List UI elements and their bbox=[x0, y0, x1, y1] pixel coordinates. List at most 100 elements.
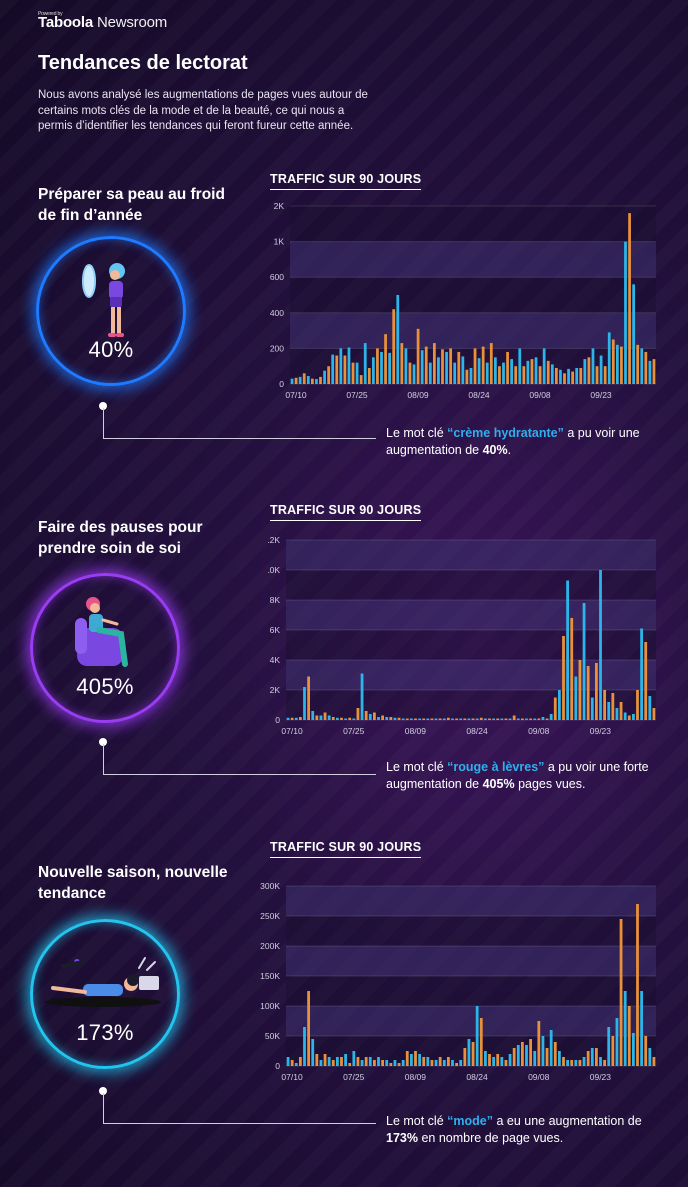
bar bbox=[575, 367, 579, 384]
bar bbox=[562, 1057, 565, 1066]
bar bbox=[615, 344, 619, 384]
bar bbox=[424, 346, 428, 384]
bar bbox=[340, 1057, 343, 1066]
grid-band bbox=[290, 206, 656, 242]
grid-band bbox=[290, 241, 656, 278]
y-tick-label: 300K bbox=[260, 881, 280, 891]
bar bbox=[416, 328, 420, 384]
bar bbox=[479, 717, 483, 720]
bar bbox=[549, 714, 553, 720]
bar bbox=[380, 351, 383, 384]
bar bbox=[508, 1054, 512, 1066]
bar bbox=[640, 348, 644, 384]
bar bbox=[290, 717, 294, 720]
bar bbox=[360, 673, 364, 720]
grid-band bbox=[286, 886, 656, 916]
percent-ring-1: 40% bbox=[36, 236, 186, 386]
x-tick-label: 08/09 bbox=[405, 726, 427, 736]
y-tick-label: 0 bbox=[275, 1061, 280, 1071]
grid-band bbox=[286, 976, 656, 1006]
bar bbox=[579, 367, 583, 384]
x-tick-label: 07/25 bbox=[346, 390, 368, 400]
bar bbox=[574, 676, 578, 720]
bar bbox=[327, 715, 331, 720]
bar bbox=[578, 660, 582, 720]
x-tick-label: 08/24 bbox=[468, 390, 490, 400]
bar bbox=[344, 718, 348, 720]
bar bbox=[586, 666, 590, 720]
bar bbox=[364, 1057, 368, 1066]
y-tick-label: 4K bbox=[270, 655, 281, 665]
grid-band bbox=[290, 348, 656, 384]
bar bbox=[294, 1063, 298, 1066]
bar bbox=[377, 1057, 380, 1066]
y-tick-label: 1K bbox=[274, 237, 285, 247]
bar bbox=[352, 1051, 356, 1066]
chart-1-title: TRAFFIC SUR 90 JOURS bbox=[270, 172, 422, 190]
bar bbox=[652, 359, 656, 384]
connector-dot-1 bbox=[99, 402, 107, 410]
bar bbox=[310, 378, 314, 384]
y-tick-label: 6K bbox=[270, 625, 281, 635]
bar bbox=[442, 718, 446, 720]
bar bbox=[414, 718, 417, 720]
x-tick-label: 08/24 bbox=[466, 1072, 488, 1082]
y-tick-label: 400 bbox=[270, 308, 284, 318]
bar bbox=[286, 1057, 290, 1066]
bar bbox=[331, 717, 335, 720]
bar bbox=[525, 1045, 528, 1066]
x-tick-label: 08/24 bbox=[466, 726, 488, 736]
x-tick-label: 08/09 bbox=[407, 390, 429, 400]
bar bbox=[615, 708, 619, 720]
bar bbox=[640, 628, 644, 720]
bar bbox=[418, 718, 422, 720]
grid-band bbox=[286, 540, 656, 570]
bar bbox=[446, 717, 450, 720]
bar bbox=[384, 334, 387, 384]
bar bbox=[512, 715, 516, 720]
bar bbox=[344, 1054, 348, 1066]
bar bbox=[545, 718, 549, 720]
bar bbox=[522, 366, 526, 384]
bar bbox=[420, 350, 424, 384]
y-tick-label: 0 bbox=[279, 379, 284, 389]
bar bbox=[611, 693, 615, 720]
bar bbox=[541, 1036, 545, 1066]
bar bbox=[574, 1060, 578, 1066]
bar bbox=[628, 213, 631, 384]
bar bbox=[467, 718, 471, 720]
caption-3: Le mot clé “mode” a eu une augmentation … bbox=[386, 1114, 642, 1145]
bar bbox=[381, 1060, 385, 1066]
bar bbox=[623, 712, 627, 720]
bar bbox=[550, 364, 554, 384]
bar bbox=[451, 718, 454, 720]
page-title: Tendances de lectorat bbox=[38, 52, 248, 74]
traffic-chart-3: 0 50K 100K 150K 200K 250K 300K 07/10 07/25 08/09 0… bbox=[260, 881, 656, 1082]
bar bbox=[516, 1045, 520, 1066]
bar bbox=[620, 346, 623, 384]
bar bbox=[488, 1054, 491, 1066]
bar bbox=[533, 718, 537, 720]
bar bbox=[397, 1063, 401, 1066]
bar bbox=[554, 367, 558, 384]
y-tick-label: 2K bbox=[270, 685, 281, 695]
bar bbox=[385, 717, 389, 720]
bar bbox=[303, 687, 306, 720]
y-tick-label: 8K bbox=[270, 595, 281, 605]
bar bbox=[430, 1060, 434, 1066]
bar bbox=[412, 364, 416, 384]
bar bbox=[594, 663, 598, 720]
bar bbox=[408, 362, 412, 384]
y-tick-label: 100K bbox=[260, 1001, 280, 1011]
bar bbox=[566, 1060, 570, 1066]
bar bbox=[599, 570, 602, 720]
bar bbox=[530, 359, 534, 384]
bar bbox=[340, 717, 343, 720]
bar bbox=[392, 309, 396, 384]
bar bbox=[607, 332, 611, 384]
bar bbox=[529, 1039, 533, 1066]
x-tick-label: 09/23 bbox=[590, 726, 612, 736]
bar bbox=[343, 355, 347, 384]
traffic-chart-1: 0 200 400 600 1K 2K 07/10 07/25 08/09 08/24 09/08 0… bbox=[270, 201, 656, 400]
bar bbox=[632, 284, 636, 384]
